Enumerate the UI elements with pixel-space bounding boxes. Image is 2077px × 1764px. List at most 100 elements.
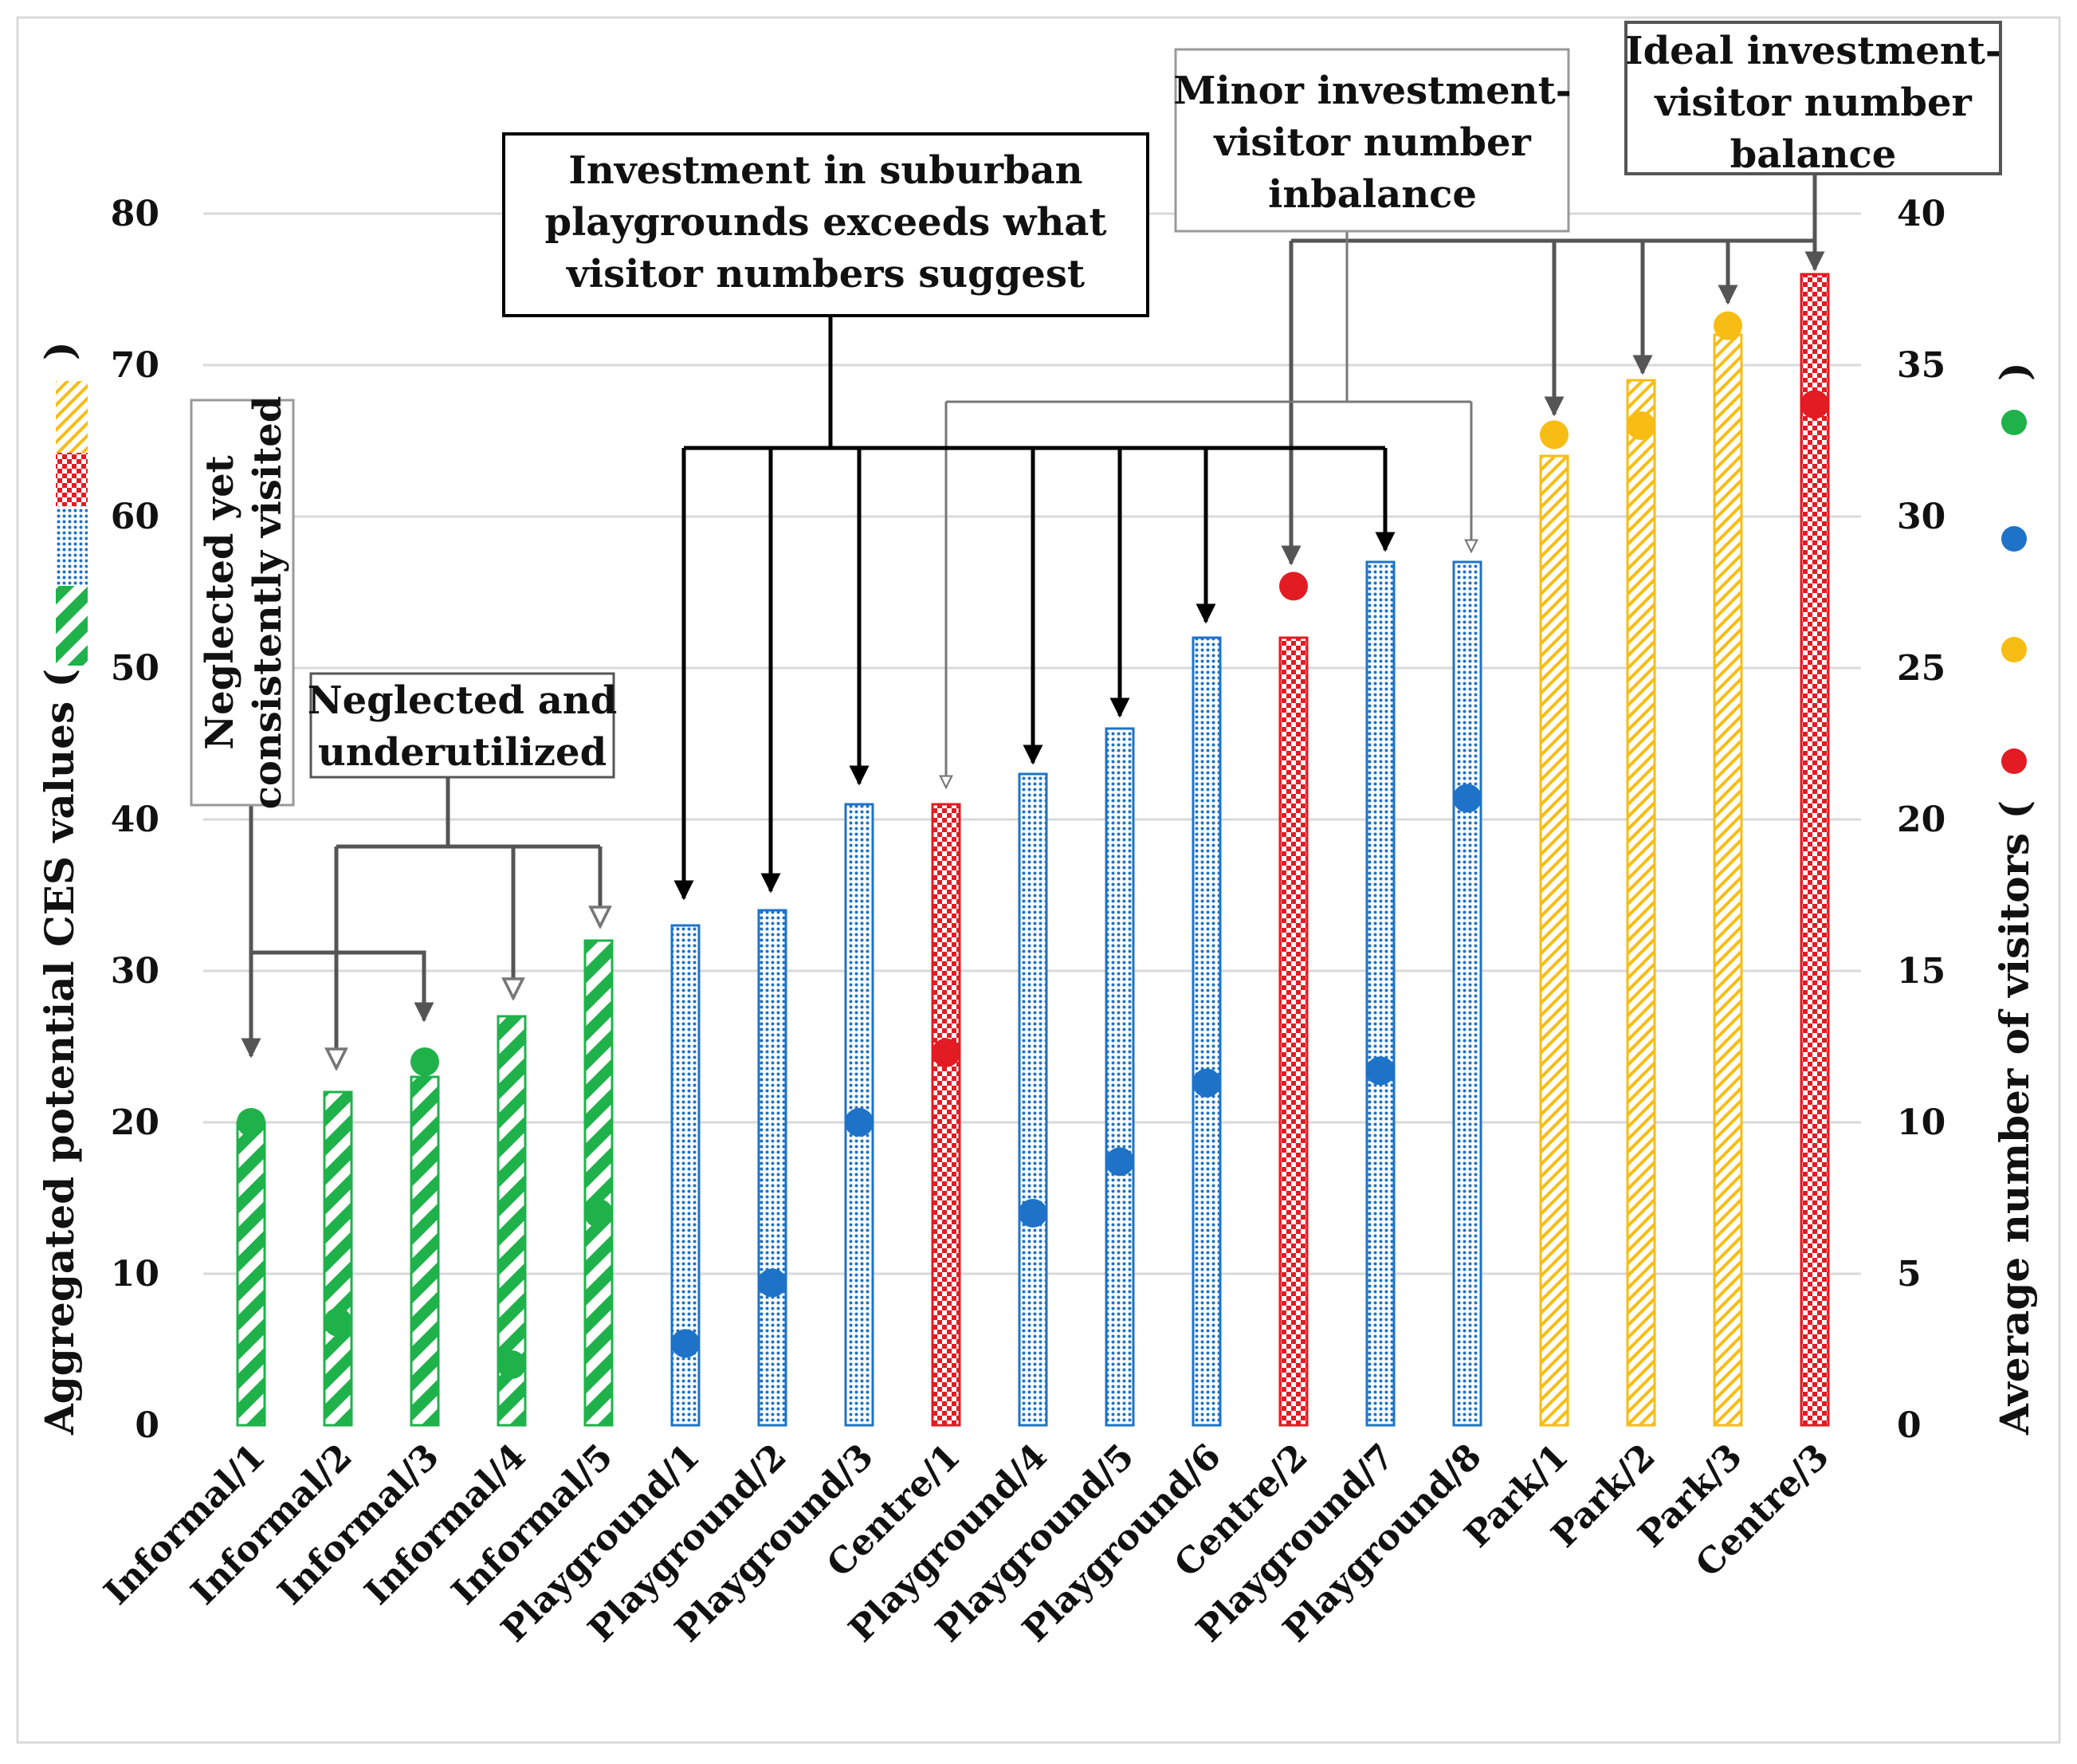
bar-playground-6 [1192,636,1222,1427]
annotation-minor-line1: Minor investment- [1173,69,1571,113]
left-tick-label: 10 [111,1254,159,1295]
annotation-ideal: Ideal investment- visitor number balance [1624,21,2002,177]
dot-playground-1 [671,1329,700,1358]
left-tick-label: 60 [111,497,159,537]
bar-playground-4 [1018,772,1048,1427]
legend-swatch-centre [56,453,88,506]
right-tick-label: 30 [1897,497,1945,537]
left-tick-label: 20 [111,1102,159,1143]
annotation-investment-box [502,132,1149,317]
annotation-underutilized-box [309,672,615,779]
annotation-consistently-box [190,399,295,807]
dot-park-2 [1627,411,1655,440]
annotation-ideal-line2: visitor number [1654,81,1972,125]
dot-informal-1 [237,1108,265,1137]
left-tick-label: 0 [135,1405,159,1446]
annotation-underutilized-line2: underutilized [318,730,607,775]
left-tick-label: 70 [111,345,159,386]
right-tick-label: 35 [1897,345,1945,386]
visitor-dots [237,311,1829,1379]
legend-dot-centre [2001,748,2027,774]
right-axis-title-group: Average number of visitors ( [1991,800,2038,1436]
bar-park-1 [1539,454,1569,1427]
bar-informal-1 [236,1121,266,1427]
bar-playground-2 [757,909,787,1427]
bar-informal-5 [583,939,614,1427]
dot-centre-3 [1800,390,1829,419]
right-tick-label: 25 [1897,648,1945,689]
right-axis-title-close: ) [1991,362,2038,381]
right-axis-ticks: 0 5 10 15 20 25 30 35 40 [1897,194,1945,1446]
annotation-investment-line2: playgrounds exceeds what [545,200,1107,245]
bar-centre-2 [1278,636,1309,1427]
left-axis-title-close-group: ) [36,341,83,360]
legend-swatch-informal [56,586,88,666]
right-tick-label: 0 [1897,1405,1922,1446]
annotation-connectors [241,171,1825,1068]
right-tick-label: 10 [1897,1102,1945,1143]
bar-playground-8 [1452,560,1482,1427]
dot-informal-3 [410,1047,439,1076]
bar-centre-3 [1800,273,1830,1427]
left-axis-title-group: Aggregated potential CES values ( [36,669,83,1436]
legend-dot-park [2001,637,2027,662]
dot-playground-6 [1192,1068,1221,1098]
left-axis-title: Aggregated potential CES values ( [36,669,83,1436]
annotation-minor-box [1174,48,1570,233]
annotation-minor: Minor investment- visitor number inbalan… [1173,48,1572,233]
bar-informal-2 [323,1090,353,1427]
annotation-consistently-line1: Neglected yet [198,455,242,750]
annotation-underutilized: Neglected and underutilized [308,672,617,779]
annotation-investment: Investment in suburban playgrounds excee… [502,132,1149,317]
left-tick-label: 80 [111,194,159,234]
annotation-investment-line1: Investment in suburban [568,148,1082,193]
annotation-minor-line2: visitor number [1213,120,1531,165]
annotation-ideal-line3: balance [1730,132,1897,177]
right-axis-title-close-group: ) [1991,362,2038,381]
dot-playground-3 [845,1108,874,1137]
dot-centre-1 [932,1038,960,1067]
category-labels: Informal/1Informal/2Informal/3Informal/4… [96,1436,1837,1650]
left-axis-ticks: 0 10 20 30 40 50 60 70 80 [111,194,159,1446]
annotation-minor-line3: inbalance [1268,172,1477,217]
arrow-informal3 [251,950,434,1023]
legend-dot-playground [2001,526,2027,552]
bar-playground-7 [1365,560,1396,1427]
dot-park-1 [1540,420,1569,450]
right-tick-label: 15 [1897,951,1945,992]
left-tick-label: 40 [111,799,159,840]
annotation-consistently: Neglected yet consistently visited [190,396,295,810]
bar-centre-1 [931,803,961,1427]
dot-informal-2 [324,1307,352,1337]
right-tick-label: 40 [1897,194,1945,234]
dot-informal-4 [497,1350,526,1379]
bar-informal-3 [410,1075,440,1427]
bar-playground-5 [1105,727,1135,1427]
dot-park-3 [1714,311,1742,340]
legend-swatch-park [56,381,88,453]
right-tick-label: 5 [1897,1254,1922,1295]
annotation-consistently-line2: consistently visited [245,396,290,810]
figure-border [16,16,2061,1744]
bars [236,273,1830,1427]
dot-playground-5 [1105,1147,1134,1177]
bar-park-3 [1713,333,1743,1427]
left-axis-legend-swatches [56,381,88,666]
annotation-ideal-line1: Ideal investment- [1625,29,2001,73]
right-tick-label: 20 [1897,799,1945,840]
bar-park-2 [1626,379,1656,1427]
legend-swatch-playground [56,506,88,586]
dot-informal-5 [584,1199,613,1228]
right-axis-legend-dots [2001,410,2027,774]
left-tick-label: 30 [111,951,159,992]
dot-playground-4 [1019,1199,1047,1228]
legend-dot-informal [2001,410,2027,435]
annotation-ideal-box [1624,21,2002,175]
left-tick-label: 50 [111,648,159,689]
dot-playground-8 [1453,784,1482,813]
dot-playground-7 [1366,1056,1395,1086]
right-axis-title: Average number of visitors ( [1991,800,2038,1436]
dot-playground-2 [758,1268,787,1298]
